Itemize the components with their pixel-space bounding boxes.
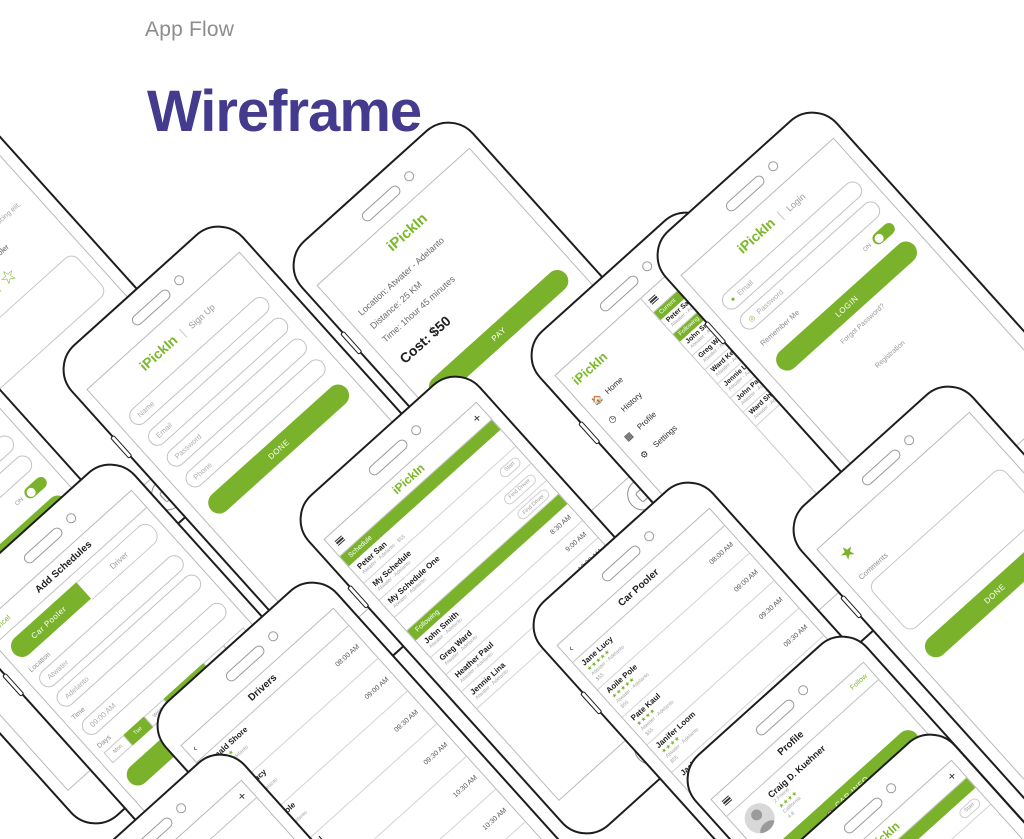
email-placeholder: Email (154, 420, 175, 441)
hamburger-icon[interactable] (720, 794, 733, 807)
toggle-state-label: ON (862, 242, 873, 254)
remember-me-toggle[interactable] (21, 474, 50, 501)
driver-time: 10:30 AM (481, 807, 509, 833)
driver-time: 09:30 AM (422, 741, 450, 767)
driver-time: 10:30 AM (452, 774, 479, 800)
speaker-grille (131, 815, 175, 839)
driver-time: 08:00 AM (334, 643, 362, 669)
front-camera (172, 273, 187, 288)
name-placeholder: Name (135, 399, 157, 420)
front-camera (266, 629, 281, 644)
page-title: Wireframe (147, 79, 422, 144)
card-icon: ▦ (621, 429, 636, 444)
driver-time: 09:00 AM (363, 676, 391, 702)
plus-icon[interactable]: + (233, 787, 250, 804)
gear-icon: ⚙ (638, 448, 651, 461)
front-camera (796, 683, 811, 698)
key-icon: ◎ (746, 312, 758, 324)
trip-distance: Distance: 25 KM (368, 279, 424, 331)
screen-section-label: Sign Up (186, 302, 217, 331)
front-camera (642, 529, 657, 544)
password-placeholder: Password (754, 287, 786, 317)
cancel-button[interactable]: Cancel (0, 612, 12, 635)
hamburger-icon[interactable] (333, 534, 346, 547)
location-to-value: Adelanto (62, 674, 91, 701)
hamburger-icon[interactable] (647, 293, 660, 306)
brand-divider: | (176, 326, 189, 339)
pooler-time: 09:30 AM (757, 595, 785, 621)
front-camera (402, 169, 417, 184)
front-camera (766, 159, 781, 174)
front-camera (64, 511, 79, 526)
driver-time: 09:30 AM (393, 708, 420, 734)
eyebrow-label: App Flow (145, 18, 235, 41)
brand-logo: iPickIn (136, 331, 181, 374)
phone-placeholder: Phone (191, 460, 214, 482)
plus-icon[interactable]: + (468, 409, 485, 426)
back-arrow-icon[interactable]: ‹ (565, 643, 576, 654)
pooler-time: 08:00 AM (708, 540, 735, 566)
brand-logo: iPickIn (864, 818, 903, 839)
back-arrow-icon[interactable]: ‹ (189, 743, 200, 754)
clock-icon: ◷ (605, 412, 619, 426)
screen-section-label: Login (784, 191, 808, 214)
remember-me-toggle[interactable] (869, 220, 898, 247)
brand-divider: | (774, 208, 787, 222)
front-camera (640, 259, 655, 274)
sidebar-item-label: Home (602, 374, 625, 396)
location-from-value: Atwater (45, 657, 71, 682)
front-camera (409, 423, 424, 438)
home-icon: 🏠 (589, 392, 605, 408)
user-icon: ● (728, 293, 738, 304)
password-placeholder: Password (172, 432, 204, 461)
star-icon[interactable]: ★ (834, 538, 862, 566)
avatar (738, 797, 781, 839)
start-button[interactable]: Start (957, 795, 983, 820)
plus-icon[interactable]: + (943, 767, 960, 784)
sidebar-item-label: Settings (651, 423, 679, 450)
pooler-time: 09:00 AM (732, 568, 760, 594)
front-camera (902, 433, 917, 448)
toggle-state-label: ON (14, 496, 25, 508)
pooler-time: 09:30 AM (782, 623, 810, 649)
follow-link[interactable]: Follow (848, 672, 869, 692)
front-camera (174, 801, 189, 816)
email-placeholder: Email (735, 278, 756, 298)
front-camera (884, 781, 899, 796)
